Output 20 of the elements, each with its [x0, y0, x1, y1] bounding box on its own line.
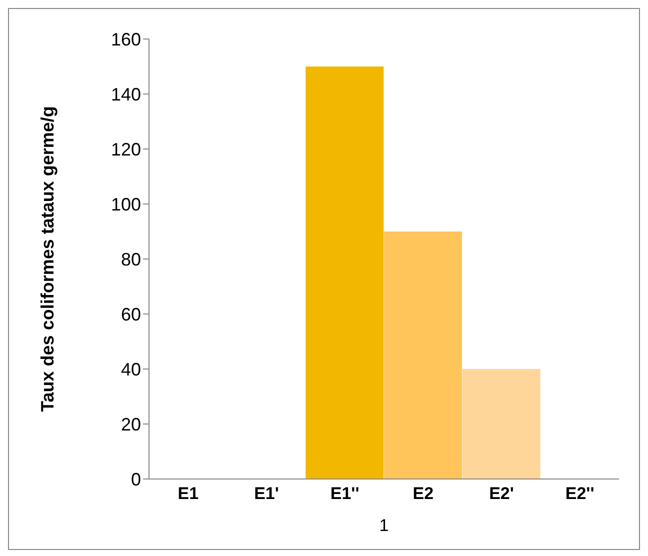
- x-tick-label: E1'': [330, 484, 360, 504]
- y-tick-label: 80: [120, 249, 141, 270]
- bar: [306, 66, 384, 479]
- x-tick-label: E1': [254, 484, 279, 504]
- x-tick-label: E1: [178, 484, 199, 504]
- bar: [384, 232, 462, 479]
- y-tick-label: 120: [110, 139, 141, 160]
- bar: [462, 369, 540, 479]
- x-tick-label: E2'': [565, 484, 594, 504]
- y-tick-label: 40: [120, 359, 141, 380]
- x-tick-label: E2: [412, 484, 434, 504]
- y-tick-label: 20: [120, 414, 141, 434]
- y-tick-label: 100: [110, 194, 141, 214]
- y-tick-label: 160: [110, 29, 141, 50]
- y-tick-label: 0: [130, 469, 141, 490]
- y-axis-title: Taux des coliformes tataux germe/g: [37, 106, 58, 412]
- y-tick-label: 60: [120, 304, 141, 324]
- x-tick-label: E2': [489, 484, 514, 504]
- y-tick-label: 140: [110, 84, 141, 104]
- x-axis-title: 1: [379, 516, 389, 535]
